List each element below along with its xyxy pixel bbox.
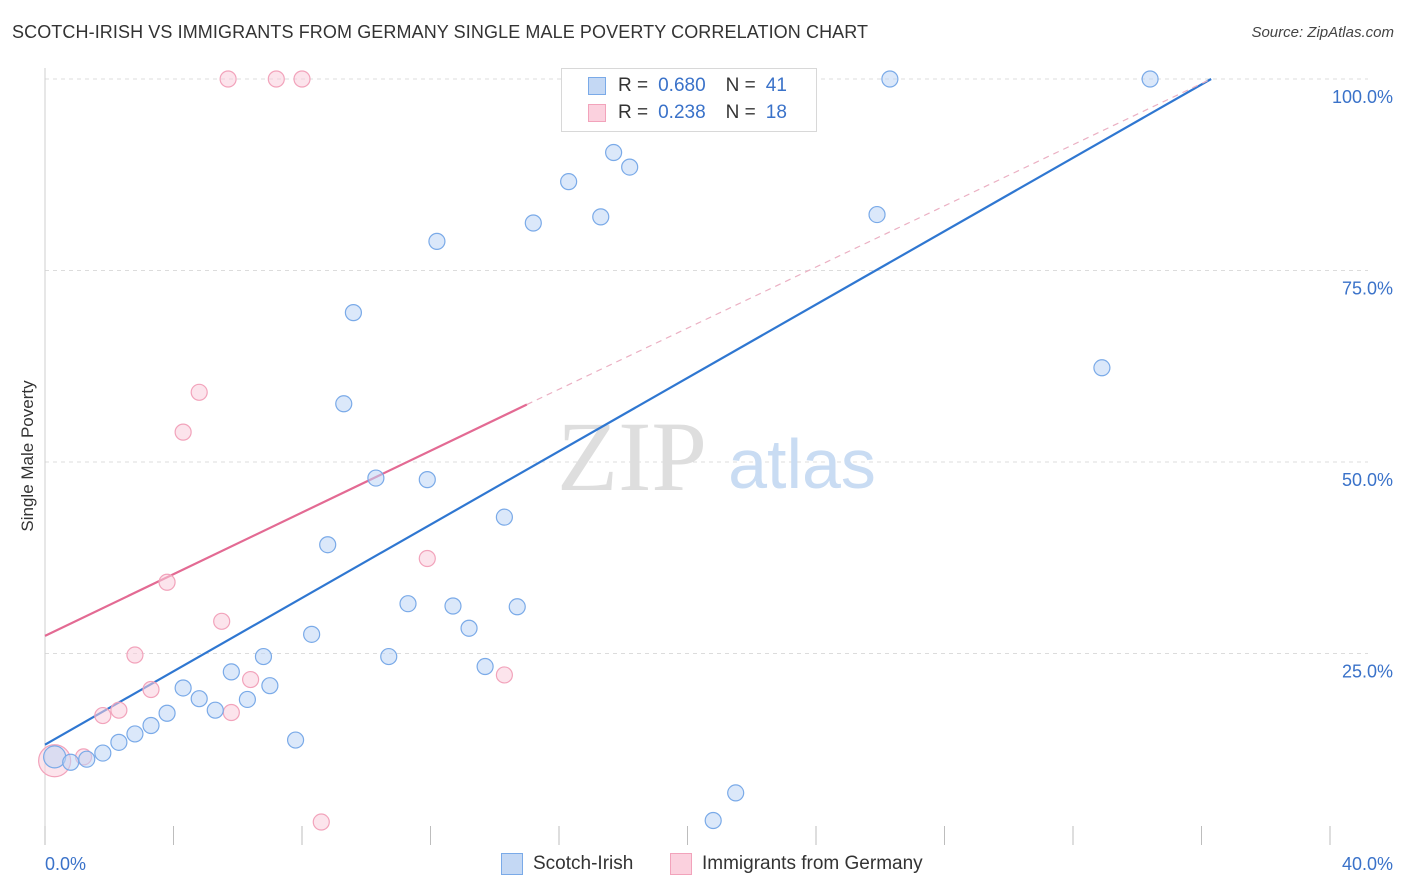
point-scotch-irish (367, 469, 385, 487)
point-scotch-irish (727, 784, 745, 802)
data-points (38, 70, 1159, 831)
point-germany (126, 646, 144, 664)
point-scotch-irish (868, 205, 886, 224)
y-axis-label: Single Male Poverty (18, 380, 37, 532)
x-tick-label: 0.0% (45, 854, 86, 874)
point-scotch-irish (303, 625, 321, 643)
point-germany (190, 383, 208, 401)
watermark-atlas: atlas (728, 425, 876, 503)
legend-row-germany: R = 0.238 N = 18 (588, 101, 787, 125)
bottom-legend-germany: Immigrants from Germany (670, 852, 923, 876)
point-scotch-irish (110, 733, 128, 751)
point-scotch-irish (126, 725, 144, 743)
legend-n-value: 18 (765, 102, 787, 123)
chart-title: SCOTCH-IRISH VS IMMIGRANTS FROM GERMANY … (12, 22, 869, 42)
correlation-legend: R = 0.680 N = 41 R = 0.238 N = 18 (561, 68, 817, 132)
point-scotch-irish (190, 690, 208, 708)
point-scotch-irish (495, 508, 513, 526)
point-scotch-irish (238, 690, 256, 709)
point-germany (174, 423, 192, 441)
trend-line-germany (44, 403, 528, 637)
point-scotch-irish (560, 173, 578, 191)
point-germany (267, 70, 285, 88)
point-germany (110, 701, 128, 719)
point-scotch-irish (605, 143, 623, 162)
y-tick-label: 75.0% (1342, 279, 1393, 299)
point-scotch-irish (1141, 70, 1159, 88)
source-label: Source: ZipAtlas.com (1251, 24, 1394, 41)
legend-n-value: 41 (765, 75, 787, 96)
legend-row-scotch-irish: R = 0.680 N = 41 (588, 74, 787, 98)
point-germany (418, 549, 436, 568)
point-scotch-irish (174, 679, 192, 697)
watermark-zip: ZIP (557, 401, 707, 512)
bottom-legend-label: Immigrants from Germany (702, 853, 923, 874)
point-germany (495, 666, 513, 684)
point-germany (219, 70, 237, 88)
y-tick-label: 25.0% (1342, 662, 1393, 682)
point-scotch-irish (621, 158, 639, 176)
point-scotch-irish (254, 647, 273, 666)
point-scotch-irish (142, 716, 160, 735)
trend-line-scotch-irish (44, 78, 1212, 746)
point-scotch-irish (380, 647, 398, 666)
y-tick-label: 50.0% (1342, 470, 1393, 490)
point-germany (312, 813, 330, 831)
point-germany (293, 70, 311, 88)
point-scotch-irish (508, 598, 526, 616)
point-germany (242, 670, 260, 689)
point-scotch-irish (881, 70, 899, 88)
point-scotch-irish (319, 536, 337, 554)
trend-lines (44, 78, 1212, 746)
point-germany (94, 706, 112, 725)
point-scotch-irish (78, 750, 96, 768)
point-scotch-irish (344, 304, 362, 322)
y-tick-label: 100.0% (1332, 87, 1393, 107)
trend-line-germany-extension (526, 78, 1212, 406)
point-scotch-irish (460, 619, 478, 637)
legend-r-label: R = (618, 75, 649, 96)
point-scotch-irish (592, 208, 610, 226)
point-scotch-irish (286, 731, 305, 749)
point-scotch-irish (1093, 359, 1111, 377)
legend-swatch-blue (588, 77, 606, 95)
point-scotch-irish (43, 745, 67, 769)
point-germany (222, 703, 240, 722)
point-scotch-irish (94, 744, 112, 762)
point-scotch-irish (62, 753, 80, 771)
bottom-legend-swatch-blue (501, 853, 523, 875)
point-scotch-irish (335, 395, 353, 413)
legend-swatch-pink (588, 104, 606, 122)
point-scotch-irish (261, 677, 279, 695)
point-scotch-irish (444, 597, 462, 615)
point-scotch-irish (399, 595, 417, 613)
axes (44, 68, 1331, 845)
point-scotch-irish (222, 663, 240, 681)
legend-r-value: 0.680 (658, 75, 706, 96)
point-germany (213, 612, 231, 630)
x-tick-label: 40.0% (1342, 854, 1393, 874)
point-scotch-irish (476, 657, 494, 676)
legend-r-value: 0.238 (658, 102, 706, 123)
point-germany (158, 573, 176, 591)
point-scotch-irish (158, 704, 176, 722)
point-scotch-irish (418, 471, 436, 489)
point-scotch-irish (428, 232, 446, 250)
point-scotch-irish (524, 214, 542, 232)
watermark: ZIP atlas (557, 401, 876, 512)
legend-n-label: N = (725, 75, 756, 96)
point-scotch-irish (704, 811, 722, 830)
bottom-legend-swatch-pink (670, 853, 692, 875)
legend-r-label: R = (618, 102, 649, 123)
legend-n-label: N = (725, 102, 756, 123)
point-scotch-irish (206, 701, 224, 719)
bottom-legend-label: Scotch-Irish (533, 853, 634, 874)
tick-labels: 25.0% 50.0% 75.0% 100.0% 0.0% 40.0% (45, 87, 1393, 874)
bottom-legend-scotch-irish: Scotch-Irish (501, 852, 633, 876)
point-germany (142, 680, 160, 699)
